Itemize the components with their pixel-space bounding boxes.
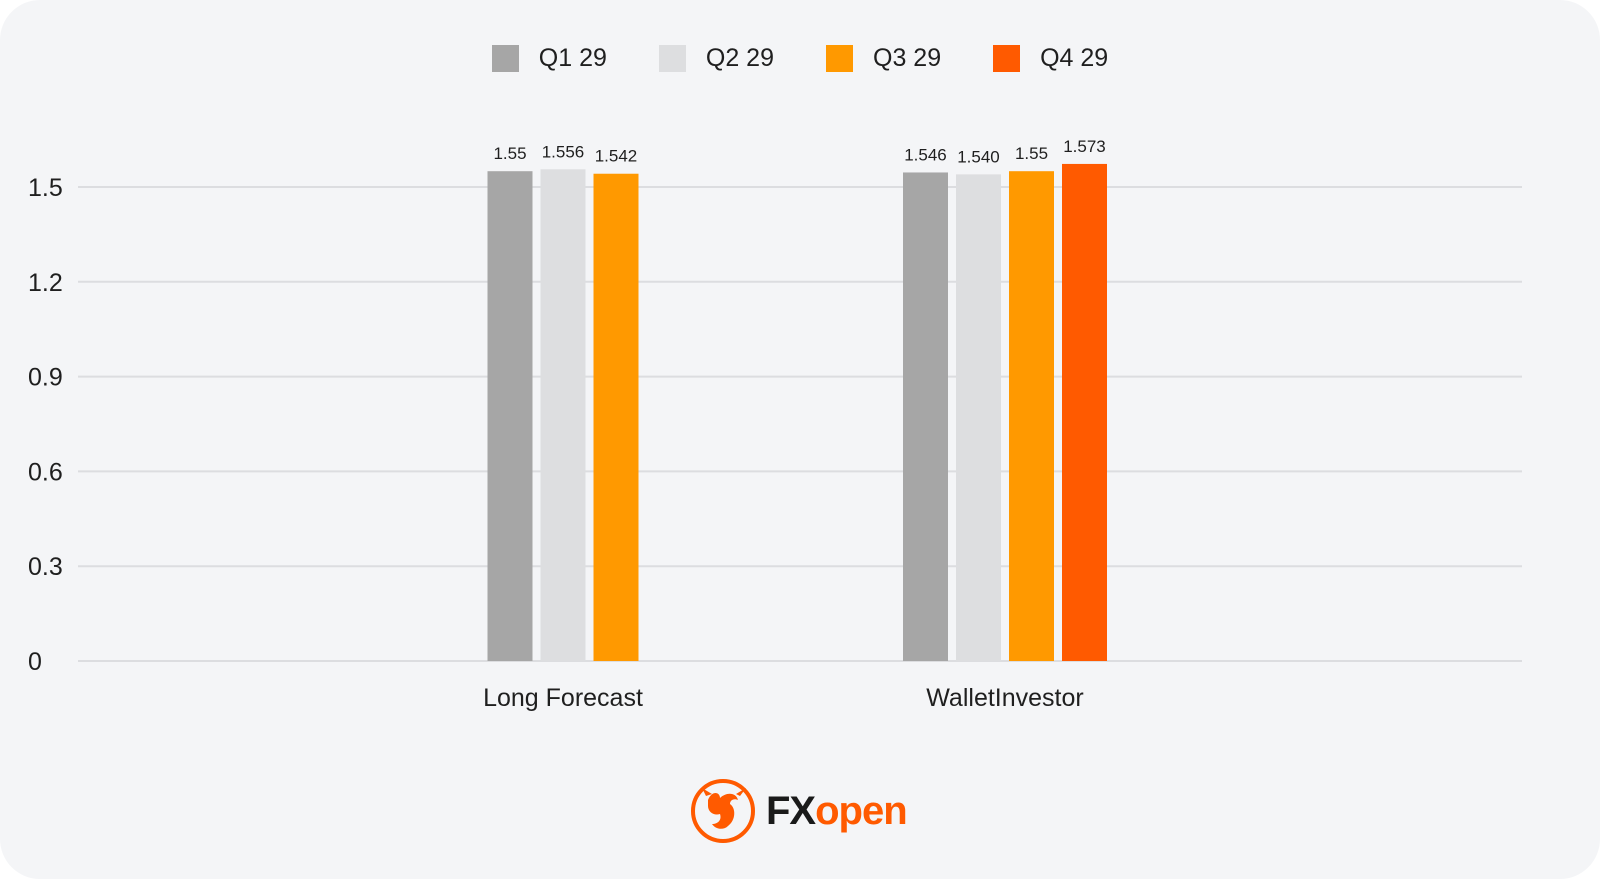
bar — [487, 171, 533, 661]
legend-item: Q4 29 — [993, 44, 1108, 73]
bull-emblem-icon — [691, 779, 755, 843]
bar-value-label: 1.542 — [595, 147, 638, 166]
bar-value-label: 1.546 — [904, 145, 947, 164]
legend-item: Q2 29 — [658, 44, 774, 73]
legend-label: Q1 29 — [538, 44, 607, 72]
legend-item: Q1 29 — [491, 44, 607, 73]
legend-label: Q4 29 — [1040, 44, 1109, 72]
bar-value-label: 1.55 — [493, 144, 526, 163]
x-category-label: Long Forecast — [483, 684, 643, 712]
legend-swatch — [491, 45, 519, 72]
y-tick-label: 1.2 — [28, 269, 63, 297]
logo-text-open: open — [815, 788, 908, 833]
bar-value-label: 1.556 — [542, 142, 585, 161]
bar — [593, 173, 639, 661]
legend-swatch — [658, 45, 686, 72]
legend-swatch — [993, 45, 1021, 72]
bar — [1009, 171, 1054, 661]
legend: Q1 29 Q2 29 Q3 29 Q4 29 — [0, 44, 1600, 73]
legend-label: Q2 29 — [705, 44, 774, 72]
bar-value-label: 1.55 — [1015, 144, 1048, 163]
logo-text-fx: FX — [766, 788, 816, 833]
bar-value-label: 1.540 — [957, 147, 1000, 166]
bar-value-label: 1.573 — [1063, 137, 1106, 156]
bar — [1062, 163, 1107, 661]
y-tick-label: 1.5 — [28, 174, 63, 202]
bar — [540, 169, 586, 661]
bar — [903, 172, 948, 662]
legend-swatch — [826, 45, 853, 72]
y-tick-label: 0.3 — [28, 553, 63, 581]
legend-label: Q3 29 — [873, 44, 942, 72]
y-tick-label: 0.9 — [28, 364, 63, 392]
bar — [956, 174, 1001, 662]
fxopen-logo: FXopen — [690, 778, 908, 844]
legend-item: Q3 29 — [826, 44, 941, 73]
y-tick-label: 0.6 — [28, 458, 63, 486]
y-tick-label: 0 — [28, 648, 42, 676]
x-category-label: WalletInvestor — [926, 684, 1083, 712]
